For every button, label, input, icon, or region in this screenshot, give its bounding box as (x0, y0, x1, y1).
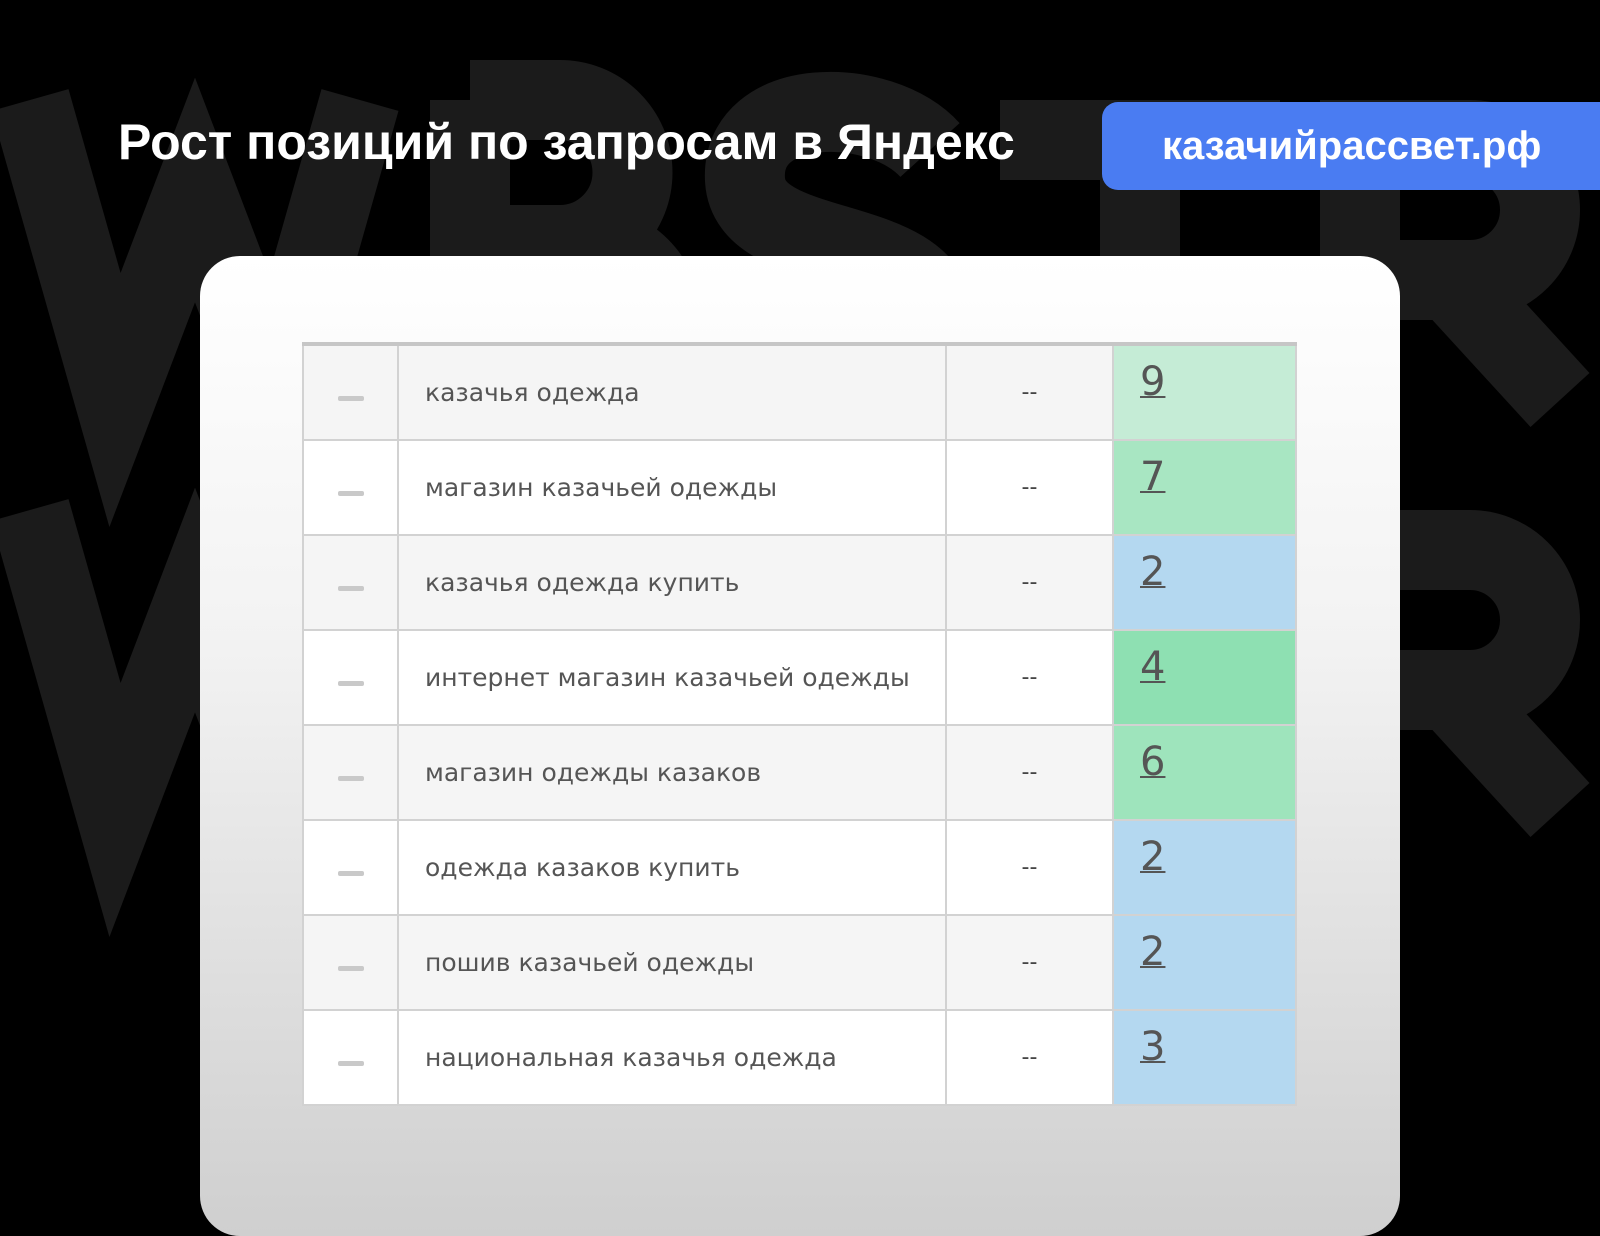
dash-icon (337, 776, 364, 781)
previous-position-cell: -- (945, 343, 1114, 441)
previous-position-cell: -- (945, 724, 1114, 821)
status-cell (302, 819, 399, 916)
previous-position-cell: -- (945, 439, 1114, 536)
table-card: казачья одежда -- 9 магазин казачьей оде… (200, 256, 1400, 1236)
position-link[interactable]: 6 (1140, 739, 1166, 785)
position-cell: 4 (1112, 629, 1297, 726)
table-row: пошив казачьей одежды -- 2 (302, 914, 1297, 1011)
table-row: магазин одежды казаков -- 6 (302, 724, 1297, 821)
previous-position-cell: -- (945, 914, 1114, 1011)
dash-icon (337, 681, 364, 686)
table-row: национальная казачья одежда -- 3 (302, 1009, 1297, 1106)
query-cell: казачья одежда купить (397, 534, 947, 631)
dash-icon (337, 871, 364, 876)
table-row: одежда казаков купить -- 2 (302, 819, 1297, 916)
dash-icon (337, 586, 364, 591)
query-cell: интернет магазин казачьей одежды (397, 629, 947, 726)
previous-position-cell: -- (945, 819, 1114, 916)
dash-icon (337, 396, 364, 401)
dash-icon (337, 966, 364, 971)
query-cell: национальная казачья одежда (397, 1009, 947, 1106)
status-cell (302, 343, 399, 441)
table-row: интернет магазин казачьей одежды -- 4 (302, 629, 1297, 726)
previous-position-cell: -- (945, 1009, 1114, 1106)
position-cell: 3 (1112, 1009, 1297, 1106)
query-cell: магазин одежды казаков (397, 724, 947, 821)
page-title: Рост позиций по запросам в Яндекс (118, 114, 1015, 170)
query-cell: пошив казачьей одежды (397, 914, 947, 1011)
position-cell: 7 (1112, 439, 1297, 536)
query-cell: казачья одежда (397, 343, 947, 441)
position-link[interactable]: 2 (1140, 929, 1166, 975)
status-cell (302, 724, 399, 821)
position-cell: 2 (1112, 534, 1297, 631)
position-link[interactable]: 7 (1140, 454, 1166, 500)
position-cell: 2 (1112, 819, 1297, 916)
dash-icon (337, 491, 364, 496)
table-row: казачья одежда -- 9 (302, 343, 1297, 441)
table-row: казачья одежда купить -- 2 (302, 534, 1297, 631)
position-cell: 9 (1112, 343, 1297, 441)
position-link[interactable]: 2 (1140, 834, 1166, 880)
status-cell (302, 439, 399, 536)
status-cell (302, 914, 399, 1011)
status-cell (302, 534, 399, 631)
dash-icon (337, 1061, 364, 1066)
table-row: магазин казачьей одежды -- 7 (302, 439, 1297, 536)
previous-position-cell: -- (945, 534, 1114, 631)
previous-position-cell: -- (945, 629, 1114, 726)
query-cell: одежда казаков купить (397, 819, 947, 916)
site-badge: казачийрассвет.рф (1102, 102, 1600, 190)
position-link[interactable]: 2 (1140, 549, 1166, 595)
positions-table: казачья одежда -- 9 магазин казачьей оде… (302, 342, 1297, 1106)
position-link[interactable]: 4 (1140, 644, 1166, 690)
query-cell: магазин казачьей одежды (397, 439, 947, 536)
position-link[interactable]: 9 (1140, 359, 1166, 405)
status-cell (302, 1009, 399, 1106)
position-cell: 2 (1112, 914, 1297, 1011)
position-link[interactable]: 3 (1140, 1024, 1166, 1070)
position-cell: 6 (1112, 724, 1297, 821)
status-cell (302, 629, 399, 726)
